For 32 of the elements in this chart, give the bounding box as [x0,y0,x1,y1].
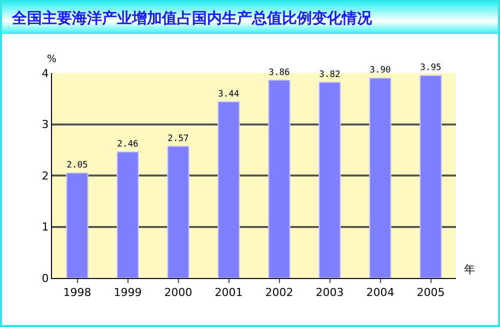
y-tick-label: 3 [42,118,49,132]
data-label: 3.90 [370,66,391,76]
y-tick-label: 4 [42,66,49,80]
y-tick-label: 0 [42,272,49,285]
chart-title: 全国主要海洋产业增加值占国内生产总值比例变化情况 [2,2,498,34]
bar [66,172,88,278]
bar [420,75,442,278]
bar [167,146,190,278]
data-label: 3.82 [319,70,340,80]
x-tick-label: 2005 [416,286,445,300]
data-label: 3.86 [268,68,290,78]
y-axis-title: % [47,54,57,65]
bar [369,78,392,278]
x-tick-label: 1998 [63,286,92,300]
data-label: 3.44 [218,89,240,100]
x-axis-title: 年 [464,263,475,276]
x-tick-label: 1999 [114,286,142,300]
data-label: 2.05 [66,160,88,171]
x-tick-label: 2003 [316,286,344,300]
bar [218,101,240,278]
data-label: 3.95 [420,63,442,74]
bar [116,151,139,278]
data-label: 2.46 [117,140,138,150]
x-tick-label: 2001 [214,286,243,300]
bar [318,82,341,278]
x-tick-label: 2002 [265,286,294,300]
y-tick-label: 2 [42,169,49,182]
x-tick-label: 2004 [366,286,394,300]
data-label: 2.57 [168,134,189,144]
x-tick-label: 2000 [164,286,192,300]
y-tick-label: 1 [42,220,49,234]
bar [268,80,290,278]
